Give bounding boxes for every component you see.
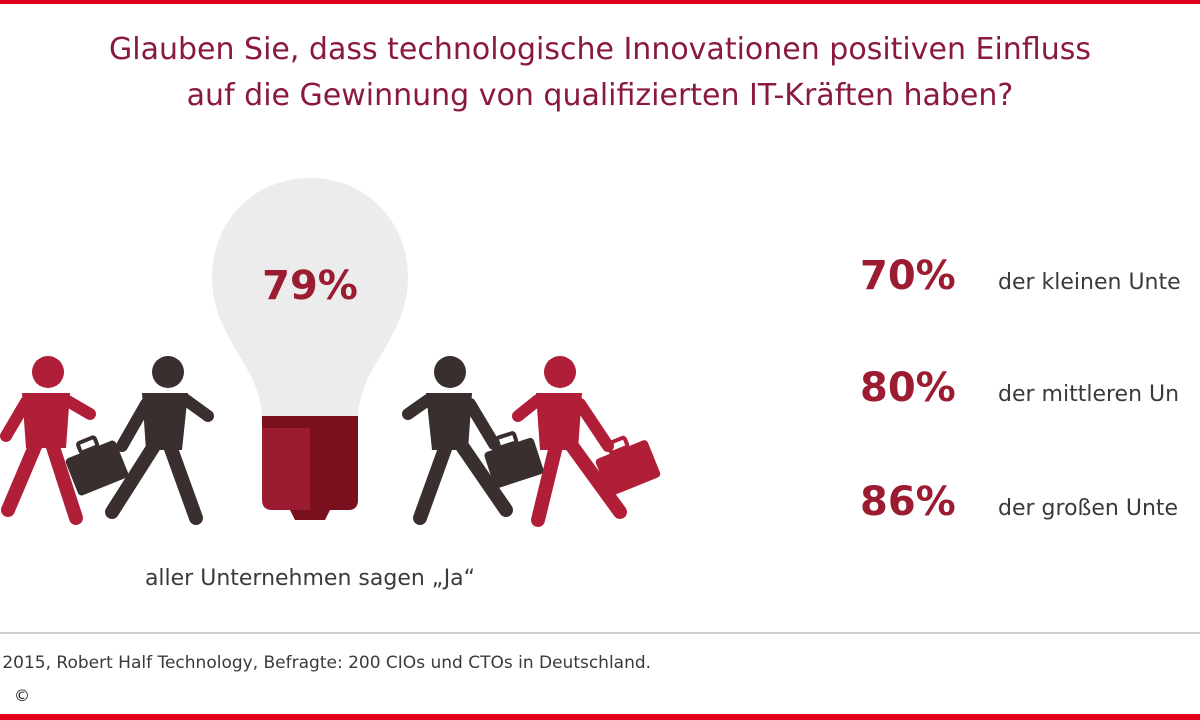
page-title-line-2: auf die Gewinnung von qualifizierten IT-…: [186, 78, 1014, 113]
page-title-line-1: Glauben Sie, dass technologische Innovat…: [109, 32, 1091, 67]
bottom-border: [0, 714, 1200, 720]
top-border: [0, 0, 1200, 4]
briefcase-icon: [484, 431, 544, 489]
main-percentage: 79%: [262, 263, 358, 309]
copyright-icon: ©: [10, 684, 34, 708]
stat-label: der kleinen Unte: [998, 270, 1181, 295]
stat-row-medium-companies: 80% der mittleren Un: [860, 360, 1200, 420]
main-caption: aller Unternehmen sagen „Ja“: [144, 566, 476, 591]
stat-percentage: 70%: [860, 253, 956, 299]
business-person-red-icon: [512, 356, 661, 527]
stat-row-small-companies: 70% der kleinen Unte: [860, 248, 1200, 308]
footer-divider: [0, 632, 1200, 634]
business-person-dark-icon: [402, 356, 544, 525]
stat-row-large-companies: 86% der großen Unte: [860, 474, 1200, 534]
stat-percentage: 86%: [860, 479, 956, 525]
source-text: tstudie 2015, Robert Half Technology, Be…: [0, 653, 652, 673]
stat-label: der großen Unte: [998, 496, 1179, 521]
lightbulb-icon: [212, 178, 408, 520]
briefcase-icon: [65, 435, 129, 496]
stat-label: der mittleren Un: [998, 382, 1180, 407]
source-note: tstudie 2015, Robert Half Technology, Be…: [0, 650, 1000, 678]
business-person-red-icon: [0, 356, 96, 525]
briefcase-icon: [595, 435, 661, 496]
stat-percentage: 80%: [860, 365, 956, 411]
illustration: [0, 178, 661, 527]
business-person-dark-icon: [65, 356, 214, 525]
